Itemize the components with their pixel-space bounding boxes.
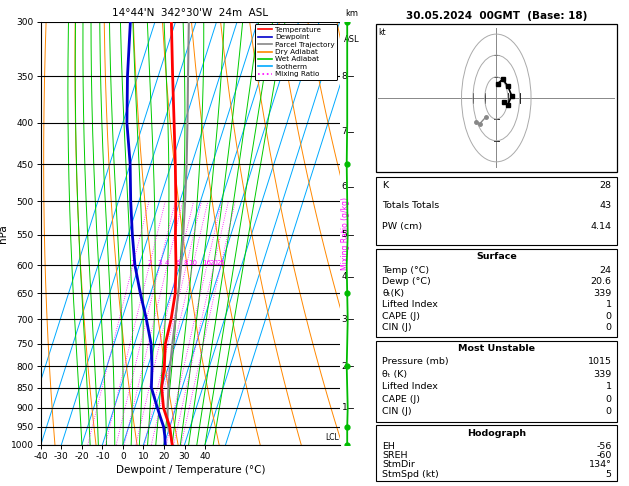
Text: 5: 5 <box>342 230 347 239</box>
Text: StmDir: StmDir <box>382 461 415 469</box>
Text: 25: 25 <box>216 260 225 266</box>
Text: 1: 1 <box>606 300 612 309</box>
Text: 0: 0 <box>606 407 612 417</box>
Bar <box>376 341 617 422</box>
Text: CAPE (J): CAPE (J) <box>382 395 420 404</box>
Text: 3: 3 <box>342 315 347 324</box>
Y-axis label: hPa: hPa <box>0 224 8 243</box>
Text: 1: 1 <box>130 260 135 266</box>
Text: 3: 3 <box>157 260 162 266</box>
Text: 4: 4 <box>342 272 347 281</box>
Text: 20.6: 20.6 <box>591 277 612 286</box>
Title: 14°44'N  342°30'W  24m  ASL: 14°44'N 342°30'W 24m ASL <box>112 8 269 18</box>
Text: PW (cm): PW (cm) <box>382 222 422 231</box>
Text: Temp (°C): Temp (°C) <box>382 265 429 275</box>
Text: Surface: Surface <box>476 252 516 261</box>
Text: 0: 0 <box>606 395 612 404</box>
Bar <box>376 425 617 481</box>
Text: 20: 20 <box>209 260 218 266</box>
Text: 339: 339 <box>594 370 612 379</box>
Text: -56: -56 <box>596 442 612 451</box>
Text: 6: 6 <box>342 182 347 191</box>
Text: 28: 28 <box>600 181 612 190</box>
Text: kt: kt <box>378 29 386 37</box>
Text: Pressure (mb): Pressure (mb) <box>382 358 448 366</box>
Text: 30.05.2024  00GMT  (Base: 18): 30.05.2024 00GMT (Base: 18) <box>406 11 587 20</box>
Text: 0: 0 <box>606 323 612 332</box>
Text: Hodograph: Hodograph <box>467 429 526 438</box>
Text: -60: -60 <box>596 451 612 460</box>
Text: 2: 2 <box>342 362 347 371</box>
Legend: Temperature, Dewpoint, Parcel Trajectory, Dry Adiabat, Wet Adiabat, Isotherm, Mi: Temperature, Dewpoint, Parcel Trajectory… <box>255 24 338 80</box>
Text: LCL: LCL <box>325 433 339 442</box>
Text: StmSpd (kt): StmSpd (kt) <box>382 469 439 479</box>
X-axis label: Dewpoint / Temperature (°C): Dewpoint / Temperature (°C) <box>116 465 265 475</box>
Text: 4.14: 4.14 <box>591 222 612 231</box>
Text: SREH: SREH <box>382 451 408 460</box>
Text: ASL: ASL <box>345 35 360 44</box>
Text: 5: 5 <box>606 469 612 479</box>
Bar <box>376 24 617 172</box>
Text: 10: 10 <box>188 260 197 266</box>
Text: CIN (J): CIN (J) <box>382 407 412 417</box>
Text: km: km <box>346 9 359 17</box>
Text: 2: 2 <box>147 260 152 266</box>
Text: 0: 0 <box>606 312 612 321</box>
Text: 339: 339 <box>594 289 612 297</box>
Text: Totals Totals: Totals Totals <box>382 201 439 210</box>
Text: Most Unstable: Most Unstable <box>458 344 535 353</box>
Text: θₜ (K): θₜ (K) <box>382 370 407 379</box>
Text: EH: EH <box>382 442 395 451</box>
Text: 24: 24 <box>600 265 612 275</box>
Text: 1: 1 <box>606 382 612 391</box>
Text: 8: 8 <box>342 71 347 81</box>
Text: θₜ(K): θₜ(K) <box>382 289 404 297</box>
Text: 1: 1 <box>342 403 347 412</box>
Text: 7: 7 <box>342 127 347 136</box>
Text: 43: 43 <box>599 201 612 210</box>
Text: 4: 4 <box>165 260 169 266</box>
Bar <box>376 177 617 245</box>
Text: Dewp (°C): Dewp (°C) <box>382 277 431 286</box>
Text: 8: 8 <box>184 260 189 266</box>
Text: CAPE (J): CAPE (J) <box>382 312 420 321</box>
Text: Lifted Index: Lifted Index <box>382 382 438 391</box>
Text: K: K <box>382 181 388 190</box>
Text: 6: 6 <box>176 260 181 266</box>
Text: Mixing Ratio (g/kg): Mixing Ratio (g/kg) <box>342 197 350 270</box>
Bar <box>376 248 617 337</box>
Text: 134°: 134° <box>589 461 612 469</box>
Text: Lifted Index: Lifted Index <box>382 300 438 309</box>
Text: 16: 16 <box>203 260 211 266</box>
Text: 1015: 1015 <box>587 358 612 366</box>
Text: CIN (J): CIN (J) <box>382 323 412 332</box>
